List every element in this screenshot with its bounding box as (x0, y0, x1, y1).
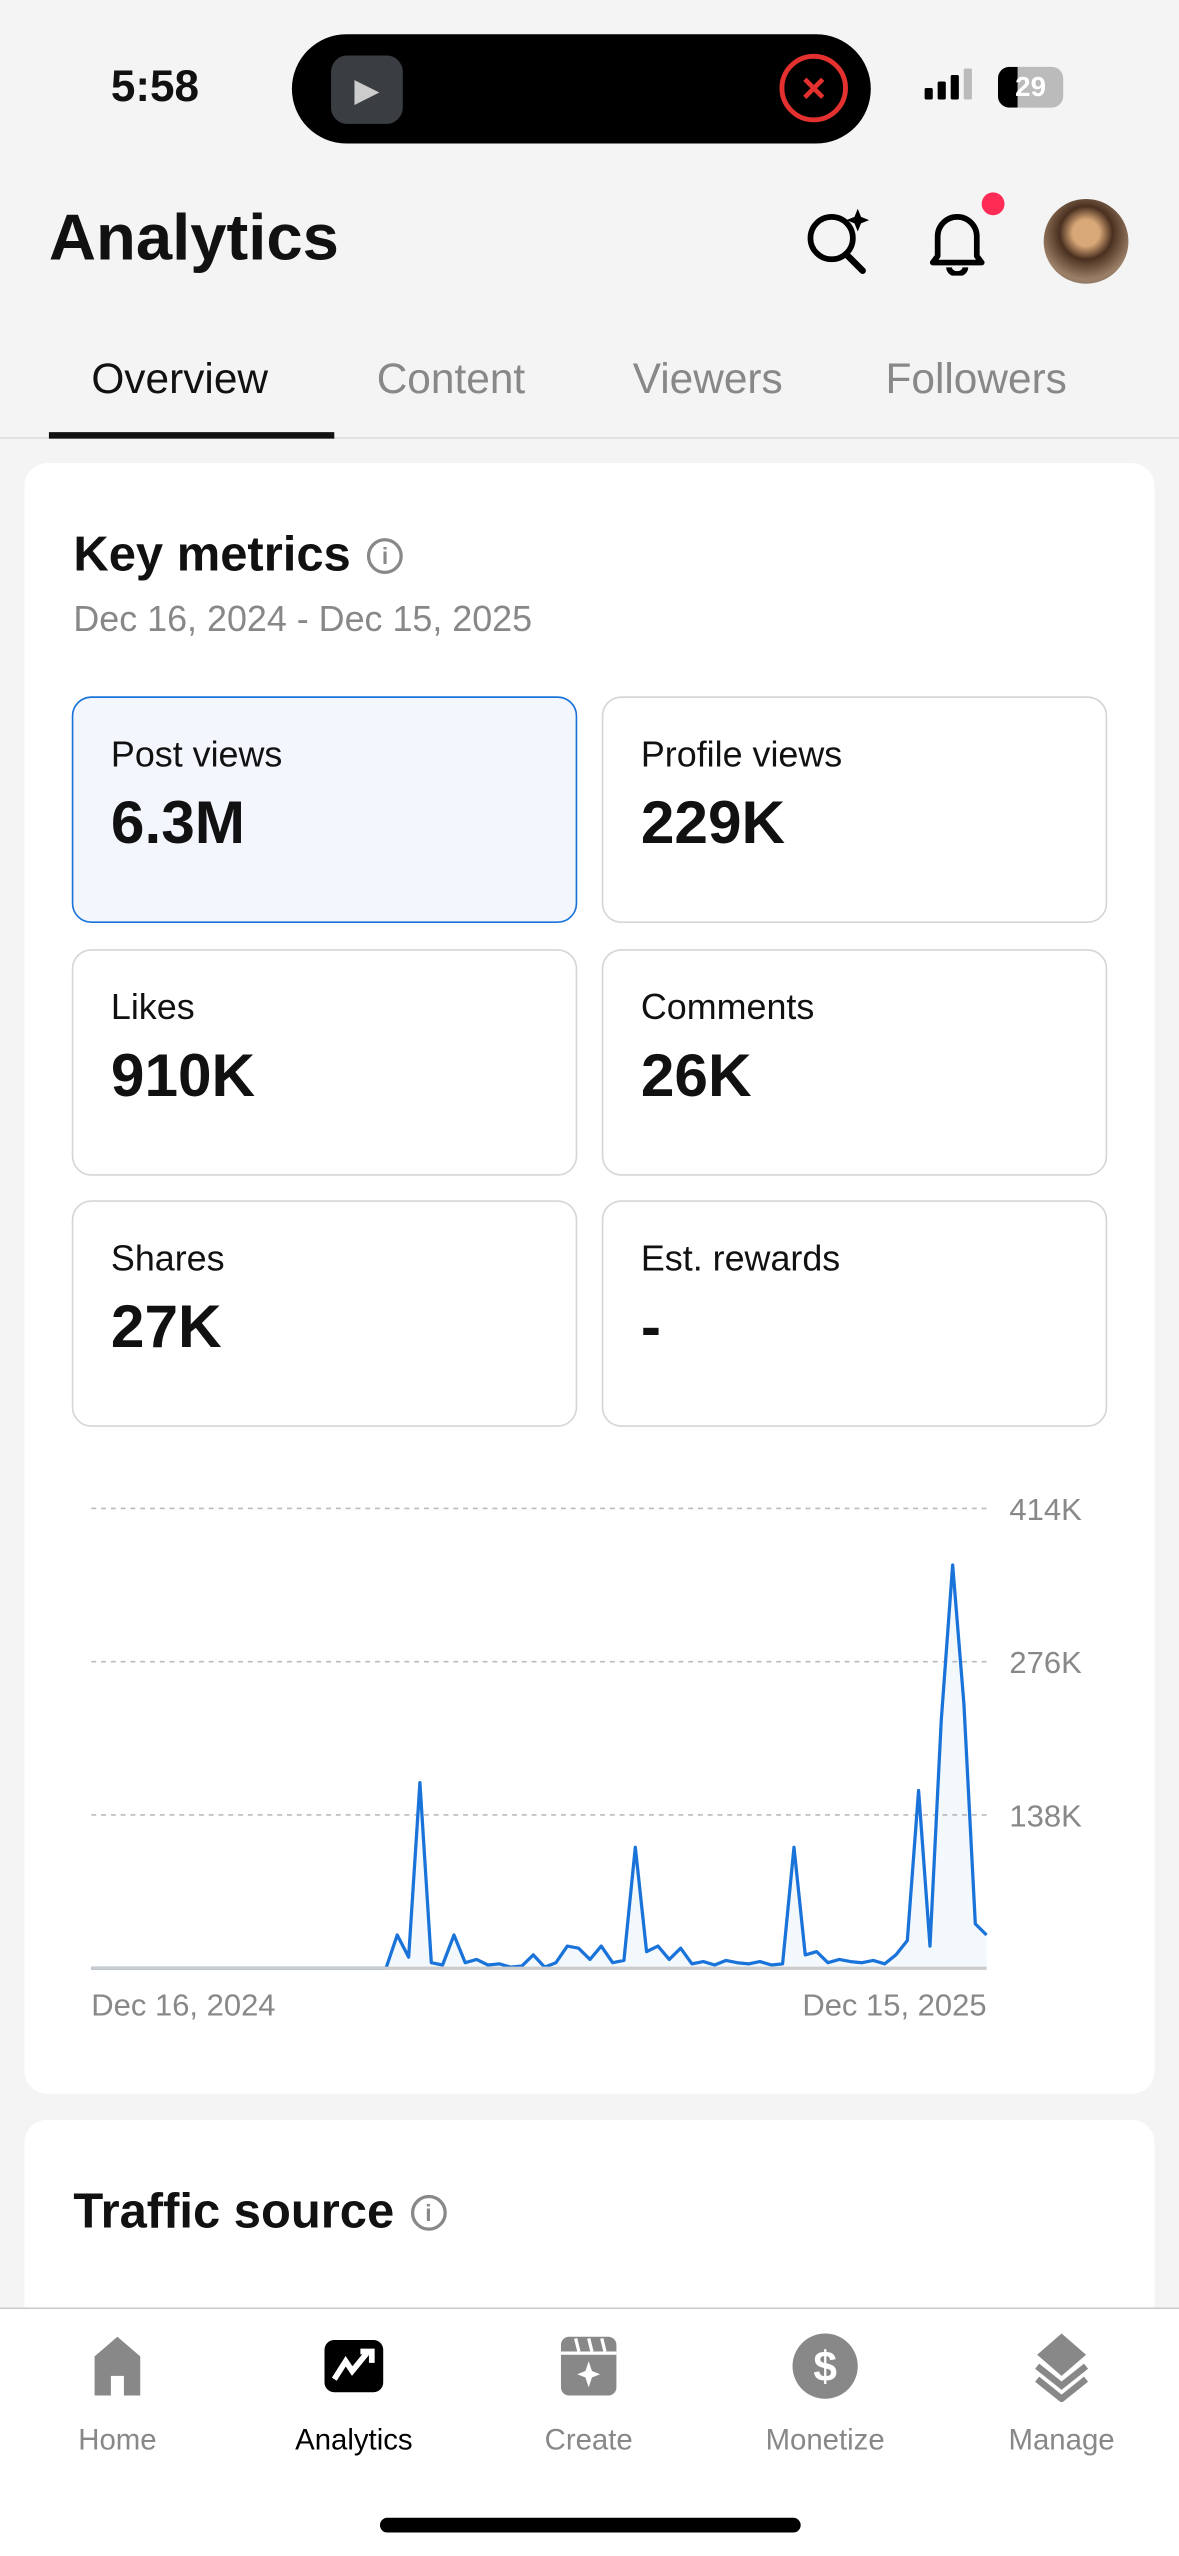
nav-analytics[interactable]: Analytics (264, 2329, 443, 2458)
metric-label: Comments (640, 986, 815, 1028)
y-tick-label: 414K (1009, 1492, 1082, 1527)
nav-manage[interactable]: Manage (972, 2329, 1151, 2458)
dollar-icon: $ (735, 2329, 914, 2404)
metric-value: 26K (640, 1042, 752, 1109)
nav-label: Manage (1008, 2423, 1115, 2456)
metric-post-views[interactable]: Post views 6.3M (71, 696, 578, 923)
key-metrics-title: Key metrics (73, 528, 351, 583)
analytics-icon (264, 2329, 443, 2404)
metric-value: 6.3M (110, 789, 246, 857)
notifications-bell-icon[interactable] (920, 202, 995, 277)
avatar[interactable] (1043, 198, 1129, 284)
nav-label: Analytics (295, 2423, 413, 2456)
metric-label: Shares (110, 1237, 225, 1279)
nav-monetize[interactable]: $ Monetize (735, 2329, 914, 2458)
chart-area (91, 1564, 987, 1969)
status-time: 5:58 (110, 61, 200, 111)
traffic-source-title: Traffic source (73, 2185, 395, 2239)
tab-overview[interactable]: Overview (91, 353, 269, 403)
dynamic-island: ▶ × (291, 34, 871, 144)
screen-record-icon[interactable]: ▶ (331, 55, 403, 124)
nav-create[interactable]: Create (499, 2329, 678, 2458)
key-metrics-heading: Key metrics i (73, 528, 403, 583)
tab-viewers[interactable]: Viewers (632, 353, 783, 403)
metric-label: Post views (110, 733, 283, 775)
home-indicator[interactable] (379, 2517, 801, 2533)
date-range: Dec 16, 2024 - Dec 15, 2025 (73, 598, 533, 640)
nav-label: Home (78, 2423, 157, 2456)
metric-likes[interactable]: Likes 910K (71, 949, 578, 1176)
chart-line (91, 1563, 988, 1970)
y-tick-label: 138K (1009, 1798, 1082, 1833)
traffic-source-heading: Traffic source i (73, 2185, 447, 2240)
metric-value: 27K (110, 1293, 222, 1361)
layers-icon (972, 2329, 1151, 2404)
metric-value: - (640, 1293, 661, 1361)
metric-profile-views[interactable]: Profile views 229K (601, 696, 1108, 923)
nav-label: Create (544, 2423, 633, 2456)
nav-home[interactable]: Home (28, 2329, 207, 2458)
key-metrics-card: Key metrics i Dec 16, 2024 - Dec 15, 202… (24, 463, 1155, 2094)
page-title: Analytics (48, 202, 339, 274)
metric-shares[interactable]: Shares 27K (71, 1200, 578, 1427)
battery-level: 29 (1015, 71, 1047, 103)
metric-label: Likes (110, 986, 195, 1028)
notification-badge (981, 192, 1005, 216)
info-icon[interactable]: i (367, 538, 403, 575)
ai-search-icon[interactable] (799, 202, 874, 277)
svg-text:$: $ (813, 2343, 837, 2390)
x-tick-label: Dec 15, 2025 (802, 1988, 986, 2023)
stop-recording-icon[interactable]: × (779, 53, 848, 123)
y-tick-label: 276K (1009, 1645, 1082, 1680)
nav-label: Monetize (765, 2423, 885, 2456)
create-clapper-icon (499, 2329, 678, 2404)
metric-value: 910K (110, 1042, 256, 1109)
info-icon[interactable]: i (410, 2194, 447, 2231)
bottom-nav: Home Analytics Create $ Monetize Manage (0, 2307, 1179, 2556)
tab-followers[interactable]: Followers (885, 353, 1067, 403)
metric-value: 229K (640, 789, 786, 857)
metric-est-rewards[interactable]: Est. rewards - (601, 1200, 1108, 1427)
signal-icon (924, 68, 972, 100)
home-icon (28, 2329, 207, 2404)
metric-label: Est. rewards (640, 1237, 841, 1279)
active-tab-indicator (48, 432, 335, 439)
tab-bar: Overview Content Viewers Followers (0, 334, 1179, 439)
post-views-chart[interactable]: 414K 276K 138K Dec 16, 2024 Dec 15, 2025 (24, 1442, 1154, 2062)
tab-content[interactable]: Content (376, 353, 526, 403)
metric-comments[interactable]: Comments 26K (601, 949, 1108, 1176)
x-tick-label: Dec 16, 2024 (91, 1988, 275, 2023)
battery-icon: 29 (997, 66, 1064, 108)
metric-label: Profile views (640, 733, 843, 775)
